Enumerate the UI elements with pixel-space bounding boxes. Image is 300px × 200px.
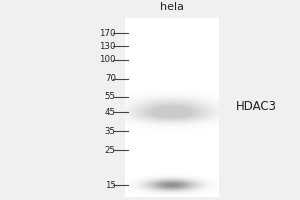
Text: 55: 55 xyxy=(105,92,116,101)
Text: hela: hela xyxy=(160,2,184,12)
Text: 100: 100 xyxy=(99,55,116,64)
Text: 25: 25 xyxy=(105,146,116,155)
Text: 35: 35 xyxy=(105,127,116,136)
Text: HDAC3: HDAC3 xyxy=(236,100,277,113)
Text: 15: 15 xyxy=(105,181,116,190)
Bar xyxy=(125,18,218,197)
Text: 130: 130 xyxy=(99,42,116,51)
Text: 170: 170 xyxy=(99,29,116,38)
Text: 45: 45 xyxy=(105,108,116,117)
Text: 70: 70 xyxy=(105,74,116,83)
